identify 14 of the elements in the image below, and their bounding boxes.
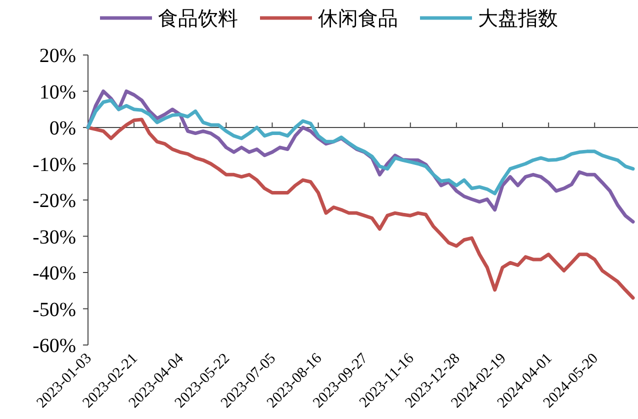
y-tick-label: -30%	[32, 226, 76, 248]
legend-label: 大盘指数	[478, 8, 558, 30]
y-tick-label: 10%	[39, 81, 76, 104]
y-tick-label: -40%	[32, 262, 76, 284]
y-tick-label: -60%	[32, 335, 76, 357]
legend-label: 休闲食品	[318, 8, 398, 30]
line-series	[86, 98, 635, 196]
y-tick-label: -10%	[32, 154, 76, 176]
legend-label: 食品饮料	[158, 8, 238, 30]
y-tick-label: -20%	[32, 190, 76, 212]
y-tick-label: 20%	[39, 45, 76, 67]
y-tick-label: 0%	[49, 118, 76, 140]
y-tick-label: -50%	[32, 298, 76, 321]
line-series	[86, 118, 635, 300]
